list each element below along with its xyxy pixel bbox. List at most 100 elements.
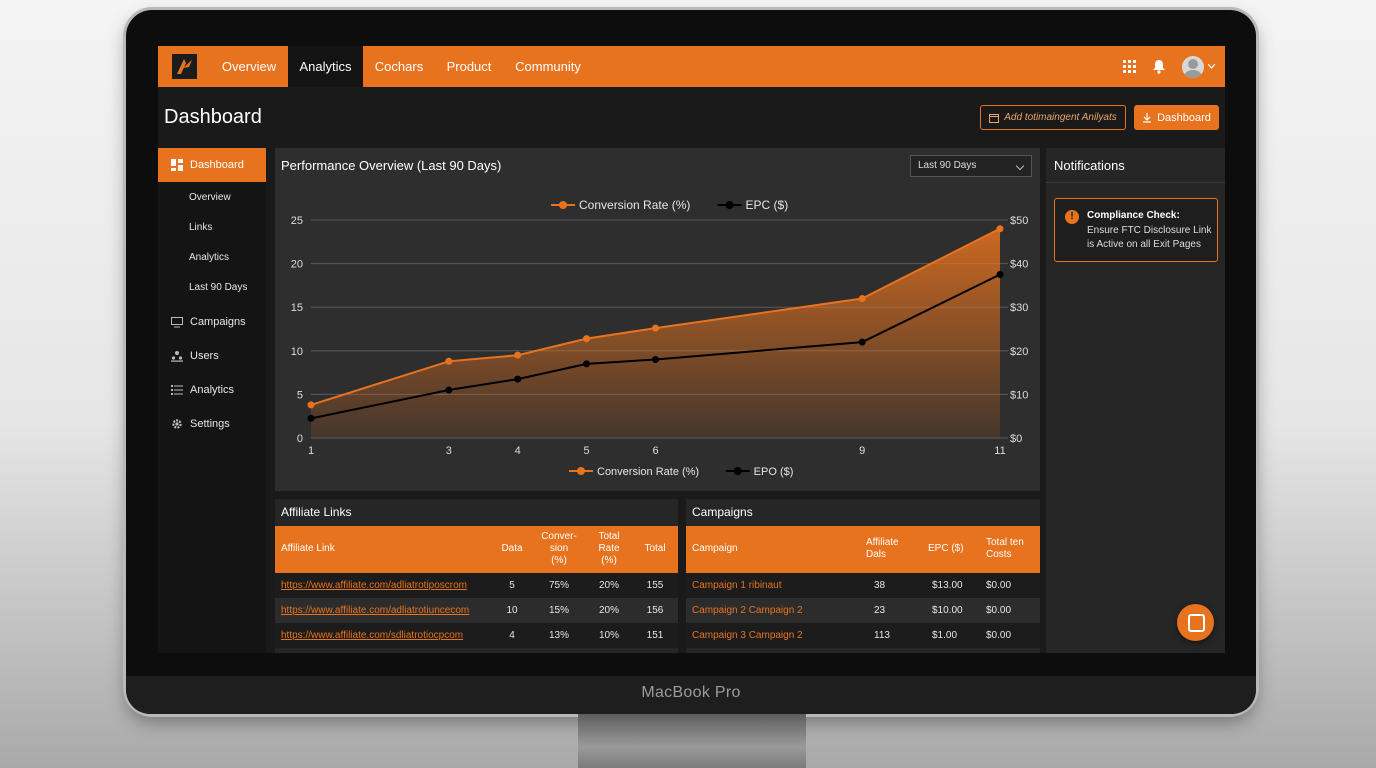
affiliate-link[interactable]: https://www.affiliate.com/adliatrotiposc…	[281, 580, 468, 591]
logo[interactable]	[172, 54, 197, 79]
data-point	[652, 324, 659, 332]
bell-icon[interactable]	[1152, 59, 1166, 74]
table-cell: 13%	[548, 630, 569, 641]
range-select[interactable]: Last 90 Days	[910, 155, 1032, 177]
sidebar-subitem-links[interactable]: Links	[189, 222, 213, 233]
data-point	[514, 351, 522, 359]
x-tick-label: 5	[584, 445, 590, 457]
tab-analytics[interactable]: Analytics	[288, 46, 363, 87]
notifications-title: Notifications	[1054, 158, 1125, 173]
sidebar: Dashboard Overview Links Analytics Last …	[158, 148, 266, 653]
monitor-stand	[578, 714, 806, 768]
sidebar-item-analytics[interactable]: Analytics	[158, 382, 266, 398]
tab-overview[interactable]: Overview	[221, 59, 277, 74]
logo-icon	[177, 59, 192, 74]
table-row: https://www.affiliate.com/adliatrotiposc…	[275, 573, 678, 598]
affiliate-link[interactable]: https://www.affiliate.com/adliatrotiunce…	[281, 605, 470, 616]
table-cell: 151	[646, 630, 664, 641]
notifications-panel: Notifications ! Compliance Check: Ensure…	[1046, 148, 1225, 653]
monitor-icon	[171, 317, 183, 328]
column-header: Total	[644, 543, 666, 554]
data-point	[583, 360, 591, 368]
performance-title: Performance Overview (Last 90 Days)	[281, 158, 502, 173]
data-point	[583, 335, 591, 343]
column-header: Campaign	[692, 543, 738, 554]
x-tick-label: 11	[994, 445, 1005, 457]
column-header: Conver- sion (%)	[541, 531, 577, 566]
dashboard-download-button[interactable]: Dashboard	[1134, 105, 1219, 130]
campaigns-title: Campaigns	[692, 505, 753, 519]
chat-button[interactable]	[1177, 604, 1214, 641]
legend-label: Conversion Rate (%)	[597, 466, 699, 478]
sidebar-item-users[interactable]: Users	[158, 348, 266, 364]
sidebar-subitem-analytics[interactable]: Analytics	[189, 252, 230, 263]
y-right-tick-label: $50	[1010, 215, 1028, 227]
sidebar-subitem-last-90-days[interactable]: Last 90 Days	[189, 282, 248, 293]
legend-label: EPC ($)	[746, 198, 789, 212]
table-header: Campaign Affiliate Dals EPC ($) Total te…	[686, 526, 1040, 573]
y-left-tick-label: 0	[297, 433, 303, 445]
sidebar-item-settings[interactable]: Settings	[158, 416, 266, 432]
x-tick-label: 9	[859, 445, 865, 457]
data-point	[652, 356, 659, 364]
table-cell: 4	[509, 630, 515, 641]
campaign-name[interactable]: Campaign 3 Campaign 2	[692, 630, 803, 641]
add-analytics-button[interactable]: Add totimaingent Anilyats	[980, 105, 1126, 130]
page-title: Dashboard	[164, 106, 262, 128]
table-cell: $13.00	[932, 580, 963, 591]
table-cell: 155	[646, 580, 664, 591]
table-row: Campaign 2 Campaign 2 23 $10.00 $0.00	[686, 598, 1040, 623]
legend-marker	[725, 201, 734, 209]
table-cell: 156	[646, 605, 664, 616]
sidebar-item-dashboard[interactable]: Dashboard	[158, 148, 266, 182]
y-left-tick-label: 20	[291, 259, 303, 271]
y-right-tick-label: $10	[1010, 389, 1028, 401]
table-row: https://www.affiliate.com/adliatrotiunce…	[275, 598, 678, 623]
legend-label: Conversion Rate (%)	[579, 198, 690, 212]
column-header: Affiliate Link	[281, 543, 335, 554]
data-point	[858, 294, 866, 302]
notification-card[interactable]: ! Compliance Check: Ensure FTC Disclosur…	[1054, 198, 1218, 262]
table-cell: 20%	[598, 605, 619, 616]
x-tick-label: 6	[652, 445, 658, 457]
data-point	[307, 401, 315, 409]
table-cell: 75%	[548, 580, 569, 591]
grid-icon[interactable]	[1123, 60, 1136, 73]
y-right-tick-label: $30	[1010, 302, 1028, 314]
affiliate-links-title: Affiliate Links	[281, 505, 352, 519]
tab-product[interactable]: Product	[446, 59, 492, 74]
download-icon	[1143, 112, 1152, 123]
notification-body: Ensure FTC Disclosure Link is Active on …	[1087, 225, 1212, 250]
tab-cochars[interactable]: Cochars	[374, 59, 424, 74]
x-tick-label: 4	[515, 445, 521, 457]
affiliate-link[interactable]: https://www.affiliate.com/sdliatrotiocpc…	[281, 630, 464, 641]
legend-label: EPO ($)	[754, 466, 794, 478]
table-cell: 15%	[548, 605, 569, 616]
performance-chart: 0 5 10 15 20 25 $0 $10 $20 $30 $40 $50 1 3 4 5 6 9 11 Conve…	[291, 198, 1029, 478]
avatar[interactable]	[1182, 55, 1204, 78]
campaign-name[interactable]: Campaign 2 Campaign 2	[692, 605, 803, 616]
table-cell: 10	[506, 605, 518, 616]
tab-community[interactable]: Community	[515, 59, 581, 74]
table-row: Campaign 3 Campaign 2 113 $1.00 $0.00	[686, 623, 1040, 648]
column-header: Affiliate Dals	[866, 537, 899, 560]
column-header: EPC ($)	[928, 543, 964, 554]
table-header: Affiliate Link Data Conver- sion (%) Tot…	[275, 526, 678, 573]
y-left-tick-label: 10	[291, 346, 303, 358]
sidebar-item-campaigns[interactable]: Campaigns	[158, 314, 266, 330]
top-nav: Overview Analytics Cochars Product Commu…	[158, 46, 1225, 87]
list-icon	[171, 385, 183, 395]
y-right-tick-label: $20	[1010, 346, 1028, 358]
table-cell: 10%	[598, 630, 619, 641]
campaign-name[interactable]: Campaign 1 ribinaut	[692, 580, 782, 591]
device-label: MacBook Pro	[641, 684, 741, 701]
y-right-tick-label: $0	[1010, 433, 1022, 445]
table-cell: $0.00	[986, 580, 1012, 591]
table-cell: $10.00	[932, 605, 963, 616]
user-menu[interactable]	[1182, 55, 1215, 78]
y-left-tick-label: 15	[291, 302, 303, 314]
screen: Overview Analytics Cochars Product Commu…	[158, 46, 1225, 653]
table-cell: 20%	[598, 580, 619, 591]
sidebar-subitem-overview[interactable]: Overview	[189, 192, 231, 203]
legend-marker	[577, 467, 585, 475]
